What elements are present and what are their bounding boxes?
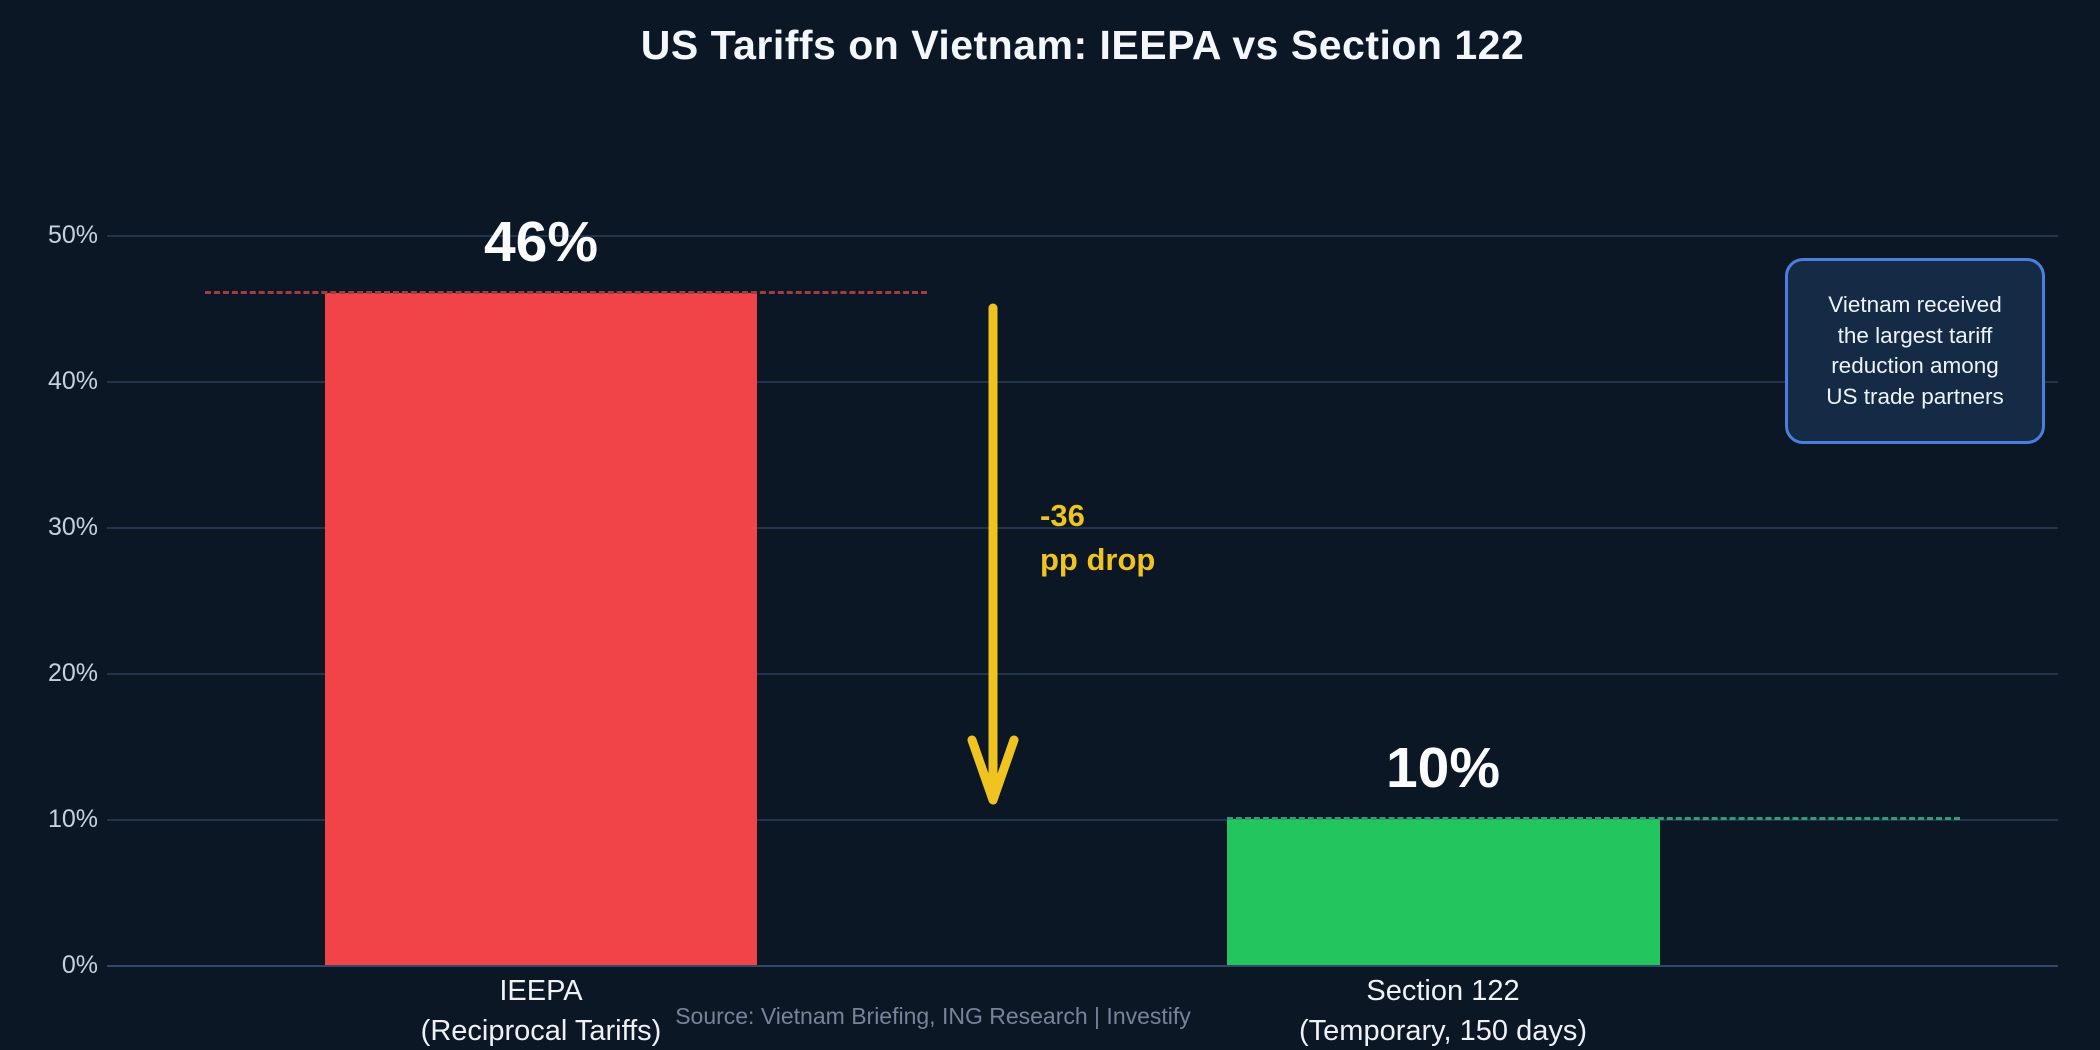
dashed-line-10pct bbox=[1227, 817, 1960, 820]
drop-annotation-line1: -36 bbox=[1040, 498, 1085, 533]
gridline-10pct bbox=[107, 819, 2058, 821]
drop-annotation-line2: pp drop bbox=[1040, 542, 1156, 577]
dashed-line-46pct bbox=[205, 291, 927, 295]
gridline-50pct bbox=[107, 235, 2058, 237]
x-label-section122-line1: Section 122 bbox=[1366, 975, 1520, 1007]
drop-arrow-icon bbox=[967, 303, 1019, 805]
x-label-ieepa-line1: IEEPA bbox=[499, 975, 583, 1007]
gridline-20pct bbox=[107, 673, 2058, 675]
gridline-40pct bbox=[107, 381, 2058, 383]
x-label-section122: Section 122 (Temporary, 150 days) bbox=[1193, 971, 1693, 1050]
x-axis-line bbox=[107, 965, 2058, 967]
y-tick-50: 50% bbox=[47, 221, 98, 249]
y-tick-30: 30% bbox=[47, 513, 98, 541]
gridline-30pct bbox=[107, 527, 2058, 529]
bar-section122 bbox=[1227, 819, 1660, 965]
x-label-section122-line2: (Temporary, 150 days) bbox=[1299, 1015, 1587, 1047]
y-tick-10: 10% bbox=[47, 805, 98, 833]
drop-annotation: -36 pp drop bbox=[1040, 494, 1155, 582]
y-tick-20: 20% bbox=[47, 659, 98, 687]
value-label-section122: 10% bbox=[1385, 736, 1501, 800]
value-label-ieepa: 46% bbox=[483, 210, 599, 275]
callout-text: Vietnam received the largest tariff redu… bbox=[1826, 292, 2004, 409]
x-label-ieepa-line2: (Reciprocal Tariffs) bbox=[420, 1015, 662, 1047]
callout-box: Vietnam received the largest tariff redu… bbox=[1785, 258, 2045, 444]
source-text: Source: Vietnam Briefing, ING Research |… bbox=[675, 1003, 1191, 1029]
chart-title: US Tariffs on Vietnam: IEEPA vs Section … bbox=[640, 22, 1525, 68]
y-tick-0: 0% bbox=[61, 951, 98, 979]
bar-ieepa bbox=[325, 293, 757, 965]
y-tick-40: 40% bbox=[47, 367, 98, 395]
x-label-ieepa: IEEPA (Reciprocal Tariffs) bbox=[291, 971, 791, 1050]
